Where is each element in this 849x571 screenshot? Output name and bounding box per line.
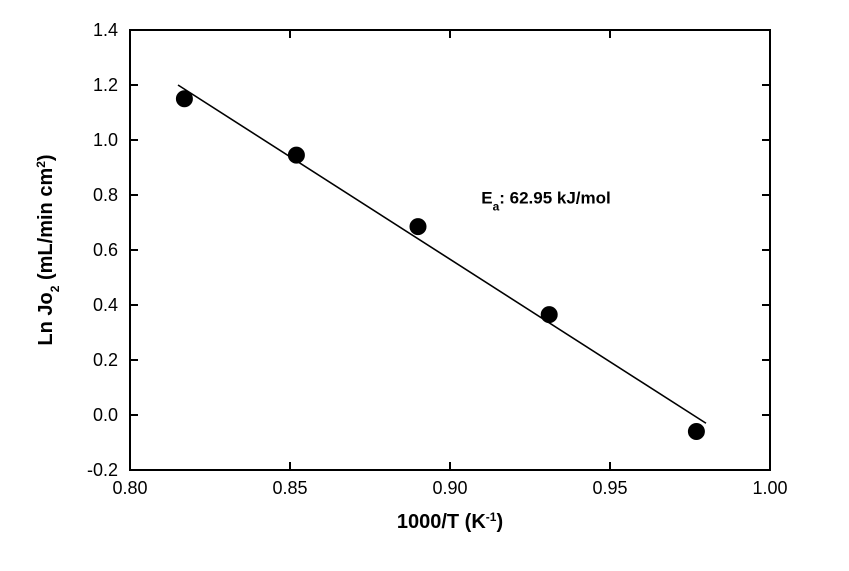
y-tick-label: 1.0 [93,130,118,150]
y-tick-label: 0.2 [93,350,118,370]
x-tick-label: 0.85 [272,478,307,498]
arrhenius-chart: 0.80 0.85 0.90 0.95 1.00 -0.2 0.0 0.2 0.4 0.6 0.8 1… [0,0,849,571]
y-tick-label: 1.2 [93,75,118,95]
x-tick-label: 1.00 [752,478,787,498]
data-point [410,219,426,235]
y-tick-label: 0.6 [93,240,118,260]
x-tick-label: 0.90 [432,478,467,498]
data-point [688,424,704,440]
y-tick-label: 0.8 [93,185,118,205]
y-tick-label: -0.2 [87,460,118,480]
data-point [176,91,192,107]
x-tick-label: 0.95 [592,478,627,498]
chart-svg: 0.80 0.85 0.90 0.95 1.00 -0.2 0.0 0.2 0.4 0.6 0.8 1… [0,0,849,571]
data-point [541,307,557,323]
y-tick-label: 1.4 [93,20,118,40]
data-point [288,147,304,163]
x-tick-label: 0.80 [112,478,147,498]
y-tick-label: 0.0 [93,405,118,425]
y-tick-label: 0.4 [93,295,118,315]
